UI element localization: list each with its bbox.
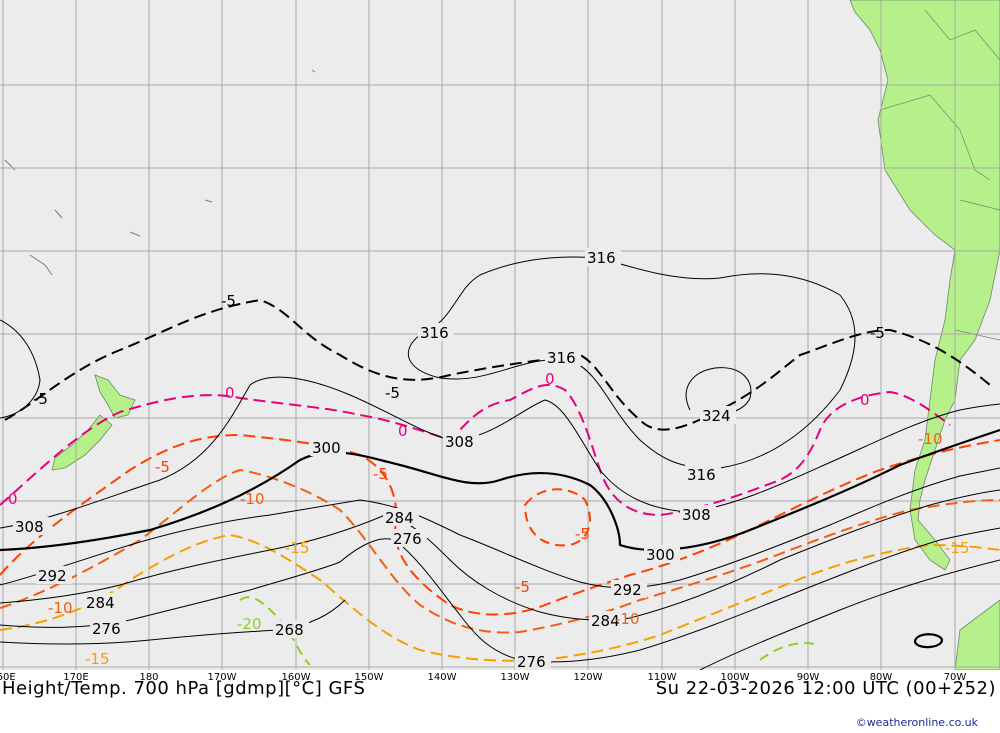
lon-label: 100W [720,672,750,683]
isotherm-minus10 [0,468,1000,634]
temp-label: 0 [225,384,235,402]
height-label: 284 [86,594,115,612]
height-label: 284 [385,509,414,527]
temp-label: -5 [385,384,400,402]
temp-label: 0 [545,370,555,388]
lon-label: 170W [207,672,237,683]
contour-316-loop [407,256,856,469]
contour-268-east [699,559,1000,670]
isotherms [0,298,1000,666]
temp-label: -10 [615,610,640,628]
valid-time: Su 22-03-2026 12:00 UTC (00+252) [655,678,996,699]
contour-268 [0,599,346,645]
lon-label: 130W [500,672,530,683]
height-label: 276 [92,620,121,638]
height-label: 292 [613,581,642,599]
contour-284 [0,489,1000,621]
isotherm-minus5-north [4,298,991,431]
temp-label: -5 [33,390,48,408]
temp-label: -15 [85,650,110,668]
height-label: 276 [393,530,422,548]
isotherm-0 [0,384,951,517]
temp-label: -10 [48,599,73,617]
land-south-america [849,0,1000,670]
temp-label: -10 [918,430,943,448]
temp-label: -15 [285,539,310,557]
isotherm-minus15 [0,533,1000,662]
height-label: 284 [591,612,620,630]
temp-label: -5 [575,525,590,543]
temp-label: -5 [515,578,530,596]
isotherm-minus20-east [759,642,821,661]
map-title: Height/Temp. 700 hPa [gdmp][°C] GFS [2,678,366,699]
height-label: 324 [702,407,731,425]
temp-label: 0 [860,391,870,409]
contour-300 [0,428,1000,552]
lon-label: 170E [63,672,89,683]
height-label: 308 [15,518,44,536]
small-islands [4,69,316,276]
temp-label: -10 [240,490,265,508]
contour-292 [0,467,1000,589]
lat-lon-grid [0,0,1000,670]
height-label: 316 [420,324,449,342]
lon-label: 70W [943,672,967,683]
temp-label: 0 [8,490,18,508]
lon-label: 160E [0,672,16,683]
temp-label: -5 [155,458,170,476]
temp-label: -15 [945,539,970,557]
map-canvas: 316 316 316 324 316 308 308 308 300 300 … [0,0,1000,670]
height-label: 316 [687,466,716,484]
lon-label: 80W [869,672,893,683]
contour-low-west [0,319,41,419]
temp-label: -5 [870,324,885,342]
height-label: 308 [682,506,711,524]
contour-276 [0,527,1000,663]
lon-label: 120W [573,672,603,683]
lon-label: 150W [354,672,384,683]
contour-308 [0,376,1000,529]
height-label: 316 [587,249,616,267]
footer-bar [0,670,1000,733]
lon-label: 160W [281,672,311,683]
lon-label: 180 [139,672,159,683]
height-label: 292 [38,567,67,585]
temp-label: -20 [237,615,262,633]
height-contours [0,256,1000,670]
isotherm-minus5-loop [523,488,591,547]
contour-small-loop-east [913,633,944,649]
height-label: 300 [646,546,675,564]
isotherm-minus5-warm [0,433,1000,616]
credit-link[interactable]: ©weatheronline.co.uk [855,716,978,729]
temp-label: -5 [373,465,388,483]
height-label: 308 [445,433,474,451]
land-new-zealand [51,374,136,471]
temp-label: 0 [398,422,408,440]
lon-label: 110W [647,672,677,683]
height-label: 268 [275,621,304,639]
weather-map: 316 316 316 324 316 308 308 308 300 300 … [0,0,1000,670]
lon-label: 90W [796,672,820,683]
height-label: 276 [517,653,546,670]
lon-label: 140W [427,672,457,683]
height-label: 316 [547,349,576,367]
temp-label: -5 [221,292,236,310]
map-labels: 316 316 316 324 316 308 308 308 300 300 … [8,248,970,670]
height-label: 300 [312,439,341,457]
